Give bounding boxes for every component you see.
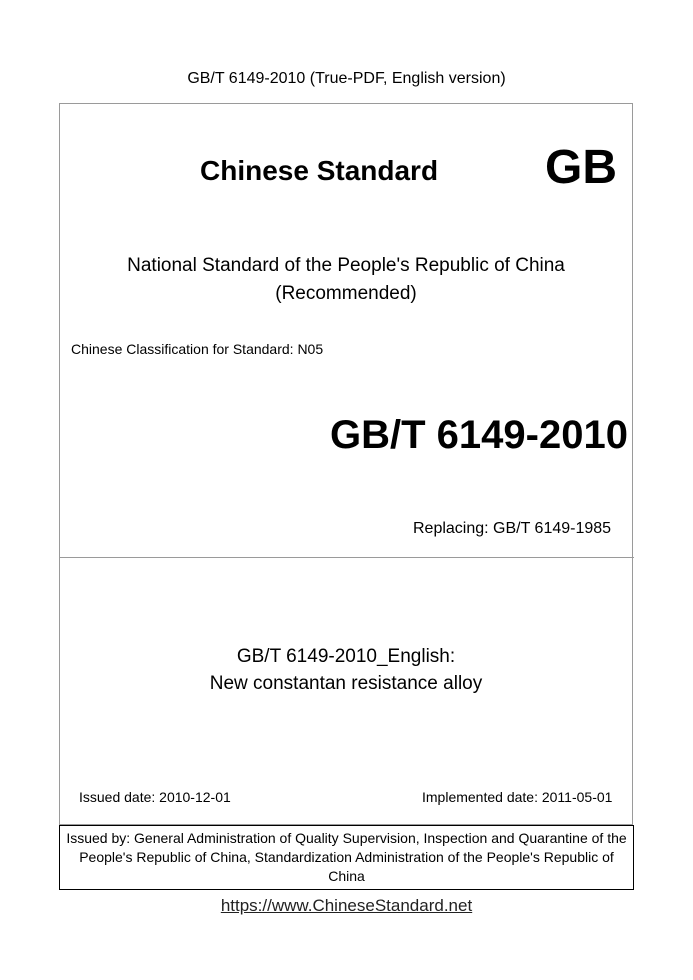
section-divider — [59, 557, 634, 558]
website-link[interactable]: https://www.ChineseStandard.net — [220, 896, 473, 915]
english-title: GB/T 6149-2010_English: New constantan r… — [59, 643, 633, 697]
national-standard-label: National Standard of the People's Republ… — [59, 252, 633, 308]
issued-date: Issued date: 2010-12-01 — [79, 789, 231, 805]
classification: Chinese Classification for Standard: N05 — [71, 341, 324, 357]
footer: https://www.ChineseStandard.net — [0, 896, 693, 916]
brand-title: Chinese Standard — [200, 155, 439, 186]
english-title-line-2: New constantan resistance alloy — [209, 673, 483, 694]
issuer-box: Issued by: General Administration of Qua… — [59, 825, 634, 890]
replacing-note: Replacing: GB/T 6149-1985 — [413, 520, 612, 537]
standard-code: GB/T 6149-2010 — [330, 413, 628, 457]
document-header-title: GB/T 6149-2010 (True-PDF, English versio… — [187, 70, 506, 87]
national-line-1: National Standard of the People's Republ… — [127, 255, 565, 276]
cover-frame — [59, 103, 633, 825]
implemented-date: Implemented date: 2011-05-01 — [422, 789, 613, 805]
gb-logo: GB — [545, 141, 617, 194]
english-title-line-1: GB/T 6149-2010_English: — [236, 646, 456, 667]
national-line-2: (Recommended) — [275, 283, 417, 304]
